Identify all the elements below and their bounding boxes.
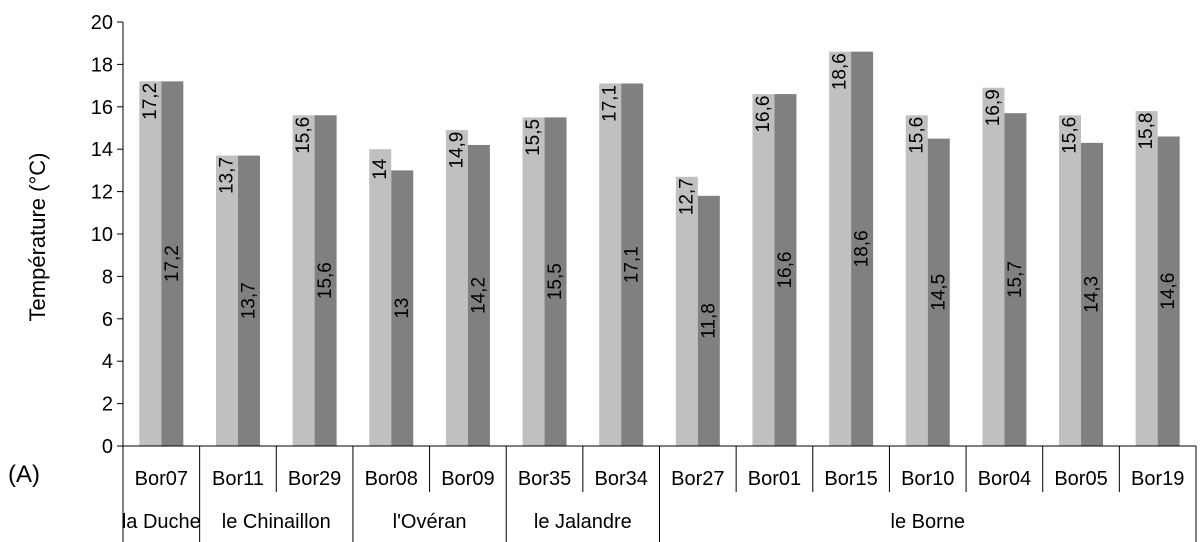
- x-category-label: Bor15: [824, 468, 877, 490]
- series-1-bar: [139, 81, 162, 447]
- series-2-bar: [851, 51, 874, 447]
- series-1-bar: [522, 117, 545, 447]
- x-category-label: Bor09: [441, 468, 494, 490]
- x-category-label: Bor11: [212, 468, 264, 490]
- y-tick-label: 4: [102, 351, 113, 373]
- y-tick-label: 2: [102, 394, 113, 416]
- series-2-value-label: 14,2: [468, 277, 489, 314]
- x-group-label: la Duche: [122, 511, 201, 533]
- series-1-value-label: 14,9: [446, 132, 467, 169]
- x-category-label: Bor10: [901, 468, 954, 490]
- series-2-value-label: 13,7: [238, 282, 259, 319]
- series-2-value-label: 16,6: [775, 252, 796, 289]
- series-2-bar: [697, 195, 720, 446]
- y-tick-label: 10: [91, 224, 113, 246]
- series-2-value-label: 15,6: [315, 262, 336, 299]
- x-category-label: Bor19: [1131, 468, 1184, 490]
- series-2-bar: [391, 170, 414, 446]
- x-category-label: Bor34: [594, 468, 647, 490]
- series-2-bar: [1157, 136, 1180, 447]
- bar-labels: 17,2 17,2 13,7 13,7 15,6 15,6 14 13 14,9 14,2 15,5…: [140, 53, 1179, 339]
- series-1-bar: [215, 155, 238, 446]
- y-tick-label: 8: [102, 266, 113, 288]
- series-1-value-label: 16,9: [983, 89, 1004, 126]
- series-2-value-label: 14,6: [1158, 273, 1179, 310]
- series-2-bar: [467, 144, 490, 446]
- series-2-value-label: 15,5: [545, 263, 566, 300]
- series-1-bar: [982, 87, 1005, 446]
- series-2-bar: [237, 155, 260, 446]
- y-tick-label: 20: [91, 12, 113, 34]
- series-1-value-label: 17,2: [140, 83, 161, 120]
- series-2-value-label: 11,8: [698, 303, 719, 339]
- y-axis: 0 2 4 6 8 10 12 14 16 18 20: [91, 12, 124, 458]
- series-1-bar: [1135, 111, 1158, 446]
- series-1-bar: [675, 176, 698, 446]
- y-tick-label: 6: [102, 309, 113, 331]
- series-2-bar: [774, 94, 797, 446]
- series-2-bar: [314, 115, 337, 446]
- x-category-label: Bor27: [671, 468, 724, 490]
- x-category-label: Bor05: [1054, 468, 1107, 490]
- series-2-bar: [161, 81, 184, 447]
- series-2-bar: [1081, 142, 1104, 446]
- x-category-label: Bor01: [748, 468, 801, 490]
- series-1-value-label: 15,8: [1136, 113, 1157, 150]
- bars: [139, 51, 1180, 447]
- series-1-bar: [292, 115, 315, 446]
- panel-label: (A): [8, 461, 40, 488]
- series-1-value-label: 18,6: [830, 53, 851, 90]
- series-2-value-label: 14,5: [928, 274, 949, 311]
- series-1-bar: [752, 94, 775, 446]
- series-2-bar: [927, 138, 950, 446]
- series-2-bar: [621, 83, 644, 446]
- y-tick-label: 18: [91, 54, 113, 76]
- series-2-value-label: 17,1: [622, 246, 643, 283]
- series-1-value-label: 15,6: [1060, 117, 1081, 154]
- x-category-label: Bor29: [288, 468, 341, 490]
- series-1-bar: [445, 130, 468, 446]
- series-2-bar: [544, 117, 567, 447]
- x-category-label: Bor08: [365, 468, 418, 490]
- x-category-label: Bor04: [978, 468, 1031, 490]
- x-axis: Bor07 Bor11 Bor29 Bor08 Bor09 Bor35 Bor34 Bor27…: [122, 445, 1197, 542]
- x-group-label: le Jalandre: [534, 511, 632, 533]
- series-2-value-label: 15,7: [1005, 261, 1026, 298]
- series-2-bar: [1004, 113, 1027, 446]
- series-1-bar: [905, 115, 928, 446]
- y-tick-label: 16: [91, 97, 113, 119]
- series-1-bar: [1059, 115, 1082, 446]
- x-group-label: le Chinaillon: [222, 511, 331, 533]
- series-1-value-label: 17,1: [600, 85, 621, 122]
- series-1-bar: [369, 149, 392, 446]
- x-category-label: Bor07: [135, 468, 188, 490]
- series-2-value-label: 17,2: [162, 245, 183, 282]
- series-1-bar: [829, 51, 852, 447]
- series-1-value-label: 12,7: [676, 178, 697, 215]
- y-tick-label: 12: [91, 182, 113, 204]
- series-1-bar: [599, 83, 622, 446]
- x-group-label: le Borne: [891, 511, 966, 533]
- series-2-value-label: 14,3: [1082, 276, 1103, 313]
- series-2-value-label: 18,6: [852, 230, 873, 267]
- y-tick-label: 14: [91, 139, 113, 161]
- series-1-value-label: 16,6: [753, 96, 774, 133]
- series-1-value-label: 15,6: [906, 117, 927, 154]
- y-tick-label: 0: [102, 436, 113, 458]
- series-1-value-label: 14: [370, 158, 391, 180]
- x-category-label: Bor35: [518, 468, 571, 490]
- series-1-value-label: 15,5: [523, 119, 544, 156]
- series-1-value-label: 13,7: [216, 157, 237, 194]
- series-2-value-label: 13: [392, 298, 413, 319]
- series-1-value-label: 15,6: [293, 117, 314, 154]
- y-axis-title: Température (°C): [25, 153, 50, 322]
- x-group-label: l'Ovéran: [393, 511, 467, 533]
